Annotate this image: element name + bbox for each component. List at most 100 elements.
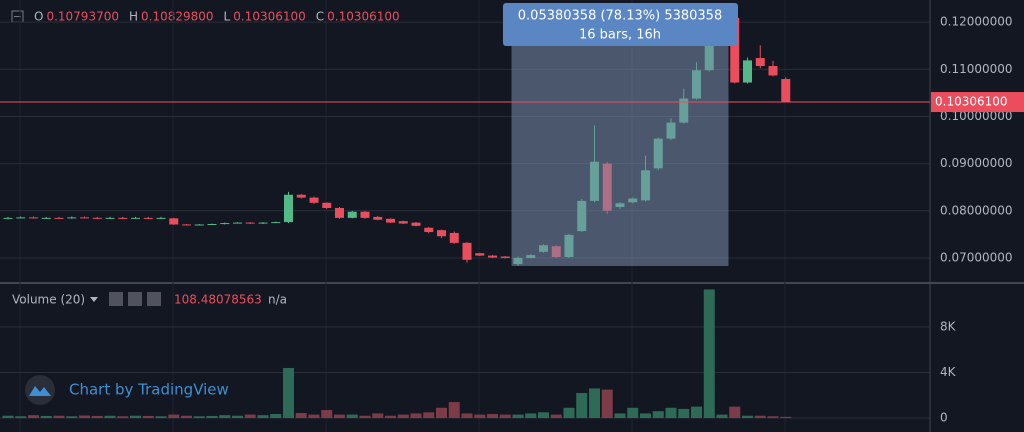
volume-bar	[716, 414, 728, 419]
volume-bar	[155, 416, 167, 419]
overlay: 0.10306100 0.05380358 (78.13%) 5380358 16 …	[0, 3, 1024, 266]
candle-body	[194, 224, 204, 226]
candle-body	[220, 223, 230, 225]
candle-body	[233, 222, 242, 224]
volume-bar	[257, 415, 269, 419]
candle-body	[3, 217, 13, 219]
eye-icon[interactable]	[109, 292, 123, 306]
measure-label: 0.05380358 (78.13%) 5380358	[518, 9, 722, 24]
candle-body	[67, 217, 77, 219]
volume-bar	[79, 415, 90, 419]
volume-bar	[334, 414, 345, 419]
measure-label-box	[503, 3, 738, 46]
volume-bar	[2, 415, 14, 419]
volume-bar	[346, 414, 358, 419]
candle-body	[29, 217, 38, 219]
volume-bar	[321, 410, 333, 419]
candle-body	[475, 253, 485, 256]
close-icon[interactable]	[147, 292, 161, 306]
candle-body	[245, 222, 255, 224]
candle-body	[335, 207, 344, 218]
candle-body	[373, 216, 383, 220]
ohlc-label: L	[224, 10, 231, 24]
volume-bar	[691, 406, 702, 419]
candle-body	[411, 222, 421, 226]
candle-body	[360, 211, 370, 218]
volume-bar	[665, 407, 677, 419]
candle-body	[131, 217, 140, 219]
candle-body	[398, 221, 408, 224]
candle-body	[118, 217, 128, 219]
volume-bar	[512, 414, 524, 419]
candle-body	[182, 224, 191, 226]
volume-legend-extra: n/a	[268, 293, 287, 307]
candle-body	[347, 211, 357, 218]
volume-bar	[742, 415, 753, 419]
settings-icon[interactable]	[128, 292, 142, 306]
dropdown-icon[interactable]	[90, 297, 98, 302]
volume-bar	[232, 415, 243, 419]
y-tick-label: 0.07000000	[940, 250, 1013, 264]
candle-body	[500, 256, 510, 258]
volume-bar	[474, 414, 486, 419]
volume-bar	[652, 411, 664, 419]
candle-body	[207, 223, 217, 225]
measure-range	[511, 12, 729, 266]
volume-bar	[589, 388, 600, 419]
volume-bar	[142, 415, 154, 419]
volume-tick-label: 8K	[940, 320, 957, 334]
measure-sublabel: 16 bars, 16h	[579, 28, 661, 43]
volume-tick-label: 0	[940, 411, 948, 425]
volume-bar	[563, 407, 575, 419]
volume-tick-label: 4K	[940, 365, 957, 379]
candle-body	[296, 194, 306, 198]
volume-bar	[130, 415, 141, 419]
candle-body	[449, 232, 459, 243]
volume-bar	[53, 415, 65, 419]
volume-bar	[627, 407, 639, 419]
volume-bar	[181, 415, 192, 419]
last-price-box	[931, 92, 1024, 113]
volume-bar	[104, 415, 116, 419]
volume-bar	[576, 392, 588, 419]
watermark[interactable]: Chart by TradingView	[69, 381, 229, 399]
y-tick-label: 0.10000000	[940, 109, 1013, 123]
volume-bar	[308, 414, 320, 419]
volume-bar	[550, 414, 562, 419]
candle-body	[730, 17, 740, 83]
volume-bar	[487, 414, 498, 419]
candle-body	[743, 60, 752, 83]
candle-body	[156, 217, 166, 219]
volume-bar	[270, 414, 282, 419]
volume-bar	[28, 415, 39, 419]
candle-body	[143, 217, 153, 219]
candle-body	[781, 79, 791, 103]
y-tick-label: 0.12000000	[940, 15, 1013, 29]
volume-bar	[410, 413, 422, 419]
y-tick-label: 0.09000000	[940, 156, 1013, 170]
candle-body	[462, 242, 472, 260]
candle-body	[16, 217, 26, 219]
volume-bar	[385, 415, 396, 419]
volume-bar	[91, 415, 103, 419]
volume-bar	[40, 415, 52, 419]
volume-bar	[66, 416, 78, 419]
volume-bar	[359, 415, 371, 419]
volume-bar	[436, 407, 447, 419]
ohlc-label: C	[316, 10, 324, 24]
candle-body	[284, 194, 293, 223]
volume-bar	[283, 367, 294, 419]
candle-body	[271, 222, 281, 224]
volume-bar	[614, 413, 626, 419]
volume-bar	[601, 389, 613, 419]
candle-body	[169, 218, 179, 225]
volume-bar	[15, 416, 27, 419]
candle-body	[386, 218, 395, 223]
volume-bar	[423, 412, 435, 419]
ohlc-value: 0.10793700	[46, 10, 119, 24]
y-tick-label: 0.11000000	[940, 62, 1013, 76]
volume-bar	[397, 414, 409, 419]
last-price-label: 0.10306100	[935, 95, 1008, 109]
volume-bar	[678, 408, 690, 419]
